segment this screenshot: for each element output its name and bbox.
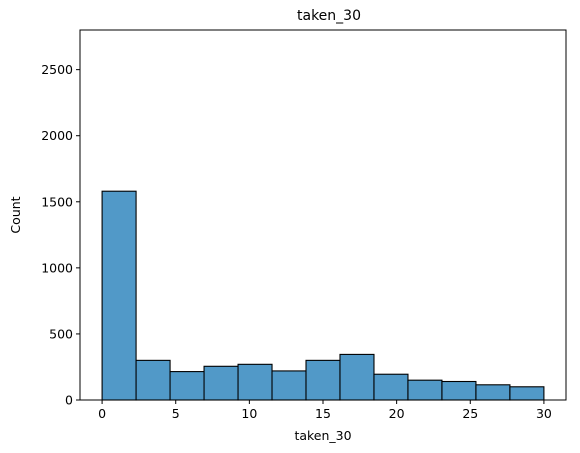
bars-group <box>101 190 545 401</box>
x-axis-label: taken_30 <box>294 428 351 443</box>
x-axis-ticks: 0 5 10 15 20 25 30 <box>98 400 552 421</box>
histogram-bar <box>203 365 239 401</box>
y-axis-ticks: 0 500 1000 1500 2000 2500 <box>41 62 80 408</box>
y-tick-label: 500 <box>49 326 73 341</box>
y-tick-label: 2000 <box>41 128 73 143</box>
x-tick-label: 20 <box>389 406 405 421</box>
histogram-bar <box>271 370 307 401</box>
histogram-bar <box>509 386 545 401</box>
histogram-bar <box>339 353 375 401</box>
x-tick-label: 5 <box>172 406 180 421</box>
x-tick-label: 25 <box>462 406 478 421</box>
y-axis-label: Count <box>8 196 23 233</box>
chart-title: taken_30 <box>297 8 361 24</box>
x-tick-label: 0 <box>98 406 106 421</box>
histogram-bar <box>305 359 341 401</box>
y-tick-label: 0 <box>65 393 73 408</box>
y-tick-label: 1000 <box>41 260 73 275</box>
plot-frame <box>79 29 567 401</box>
histogram-bar <box>101 190 137 401</box>
histogram-bar <box>135 359 171 401</box>
histogram-bar <box>475 384 511 401</box>
y-tick-label: 1500 <box>41 194 73 209</box>
histogram-bar <box>407 379 443 401</box>
x-tick-label: 30 <box>536 406 552 421</box>
histogram-bar <box>237 363 273 401</box>
histogram-bar <box>373 373 409 401</box>
y-tick-label: 2500 <box>41 62 73 77</box>
histogram-bar <box>441 380 477 401</box>
x-tick-label: 10 <box>241 406 257 421</box>
x-tick-label: 15 <box>315 406 331 421</box>
histogram-bar <box>169 371 205 401</box>
